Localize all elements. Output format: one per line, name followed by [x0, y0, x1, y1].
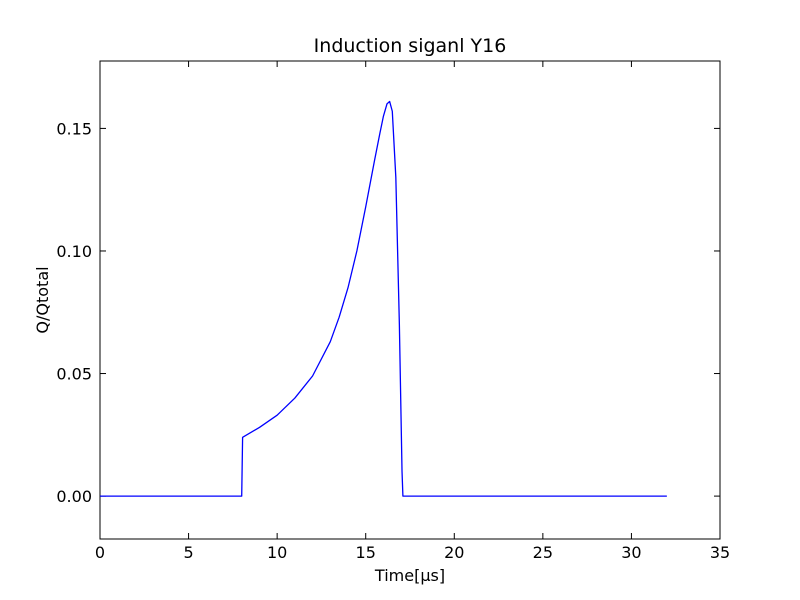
y-tick-label: 0.10	[56, 242, 92, 261]
x-tick-label: 35	[710, 543, 730, 562]
y-axis-label: Q/Qtotal	[33, 266, 52, 333]
x-axis-label: Time[μs]	[374, 566, 445, 585]
x-tick-label: 30	[621, 543, 641, 562]
x-tick-label: 5	[183, 543, 193, 562]
x-tick-label: 10	[267, 543, 287, 562]
series-layer	[100, 100, 667, 497]
y-tick-label: 0.05	[56, 365, 92, 384]
plot-area-frame	[99, 60, 721, 540]
x-tick-label: 25	[533, 543, 553, 562]
x-tick-label: 15	[356, 543, 376, 562]
y-axis-ticks: 0.00 0.05 0.10 0.15	[56, 119, 720, 506]
series-line	[100, 100, 667, 497]
x-axis-ticks: 0 5 10 15 20 25 30 35	[95, 61, 730, 562]
x-tick-label: 20	[444, 543, 464, 562]
chart-title: Induction siganl Y16	[314, 35, 507, 57]
y-tick-label: 0.00	[56, 487, 92, 506]
x-tick-label: 0	[95, 543, 105, 562]
y-tick-label: 0.15	[56, 119, 92, 138]
